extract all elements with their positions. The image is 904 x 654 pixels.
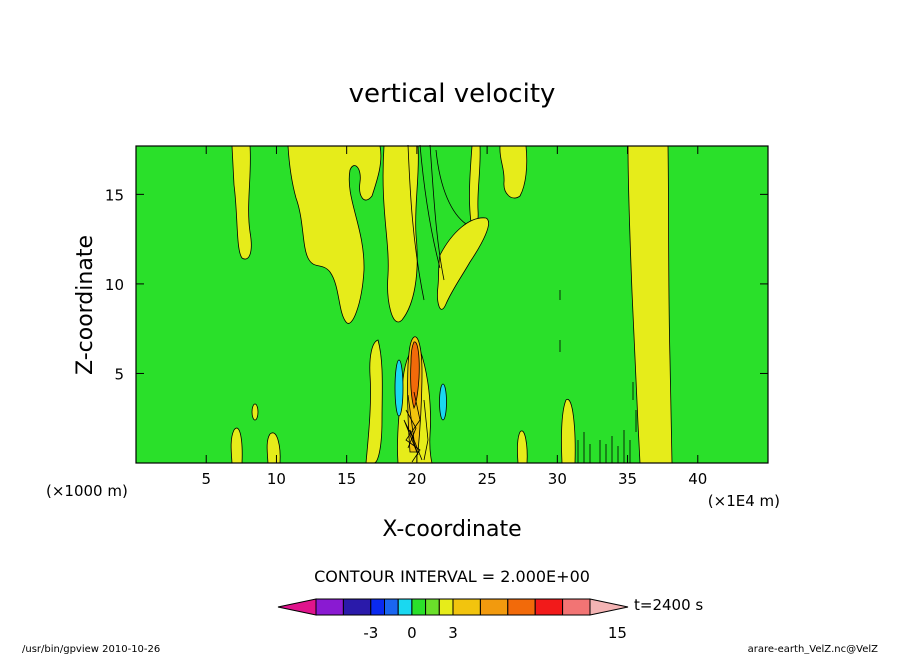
contour-line	[405, 391, 421, 463]
x-axis: 5 10 15 20 25 30 35 40	[201, 146, 707, 488]
contour-line	[599, 430, 631, 463]
contour-cell-downdraft-1	[394, 359, 404, 417]
contour-region-upper-plume	[287, 145, 382, 324]
colorbar-ticks: -3 0 3 15	[363, 624, 627, 642]
colorbar	[277, 598, 629, 616]
x-tick-label: 20	[407, 470, 426, 488]
contour-region-surface-1	[230, 427, 243, 464]
contour-core-inner	[410, 341, 420, 410]
contour-region-updraft-band	[382, 145, 419, 323]
x-tick-label: 35	[618, 470, 637, 488]
colorbar-swatch	[315, 598, 344, 616]
colorbar-swatch	[562, 598, 591, 616]
contour-line	[405, 409, 417, 449]
colorbar-swatch	[342, 598, 372, 616]
contour-line	[407, 144, 425, 301]
colorbar-swatch	[438, 598, 454, 616]
colorbar-arrow-high	[589, 598, 629, 616]
contour-region-updraft-column	[627, 145, 673, 464]
footer-left: /usr/bin/gpview 2010-10-26	[22, 644, 160, 654]
contour-region-weak-updraft-1	[231, 145, 252, 260]
plot-frame	[135, 145, 769, 464]
contour-line	[423, 399, 429, 461]
contour-cell-downdraft-2	[439, 383, 447, 421]
colorbar-tick-label: 0	[407, 624, 417, 642]
colorbar-swatch	[507, 598, 536, 616]
chart-title: vertical velocity	[349, 79, 556, 109]
x-tick-label: 25	[478, 470, 497, 488]
colorbar-swatch	[425, 598, 440, 616]
x-tick-label: 15	[337, 470, 356, 488]
time-label: t=2400 s	[634, 596, 703, 614]
x-tick-label: 40	[688, 470, 707, 488]
contour-line	[577, 432, 591, 463]
y-axis-label: Z-coordinate	[73, 235, 98, 375]
x-units-left: (×1000 m)	[46, 482, 128, 500]
y-tick-label: 15	[105, 186, 124, 204]
x-tick-label: 5	[201, 470, 211, 488]
x-tick-label: 10	[267, 470, 286, 488]
contour-line	[435, 149, 467, 225]
contour-line	[429, 144, 445, 281]
colorbar-swatch	[479, 598, 509, 616]
x-tick-label: 30	[548, 470, 567, 488]
footer-right: arare-earth_VelZ.nc@VelZ	[748, 644, 879, 654]
contour-line	[403, 394, 423, 461]
colorbar-swatch	[397, 598, 413, 616]
plot-background	[136, 146, 768, 463]
contour-interval-label: CONTOUR INTERVAL = 2.000E+00	[314, 567, 590, 586]
colorbar-tick-label: -3	[363, 624, 378, 642]
plot-area	[135, 144, 769, 464]
colorbar-tick-label: 15	[608, 624, 627, 642]
colorbar-swatch	[534, 598, 564, 616]
y-axis: 5 10 15	[105, 186, 768, 383]
contour-region-streak-2	[499, 145, 528, 199]
colorbar-swatch	[370, 598, 385, 616]
colorbar-swatch	[384, 598, 399, 616]
x-units-right: (×1E4 m)	[708, 492, 780, 510]
x-axis-label: X-coordinate	[382, 517, 521, 542]
contour-region-tilted-plume	[437, 217, 489, 310]
colorbar-tick-label: 3	[448, 624, 458, 642]
contour-lines	[403, 144, 637, 463]
contour-line	[632, 382, 637, 432]
y-tick-label: 5	[114, 365, 124, 383]
contour-line	[419, 144, 441, 269]
colorbar-swatch	[411, 598, 427, 616]
y-tick-label: 10	[105, 276, 124, 294]
colorbar-arrow-low	[277, 598, 317, 616]
colorbar-swatch	[452, 598, 481, 616]
contour-cell-small	[251, 403, 259, 421]
